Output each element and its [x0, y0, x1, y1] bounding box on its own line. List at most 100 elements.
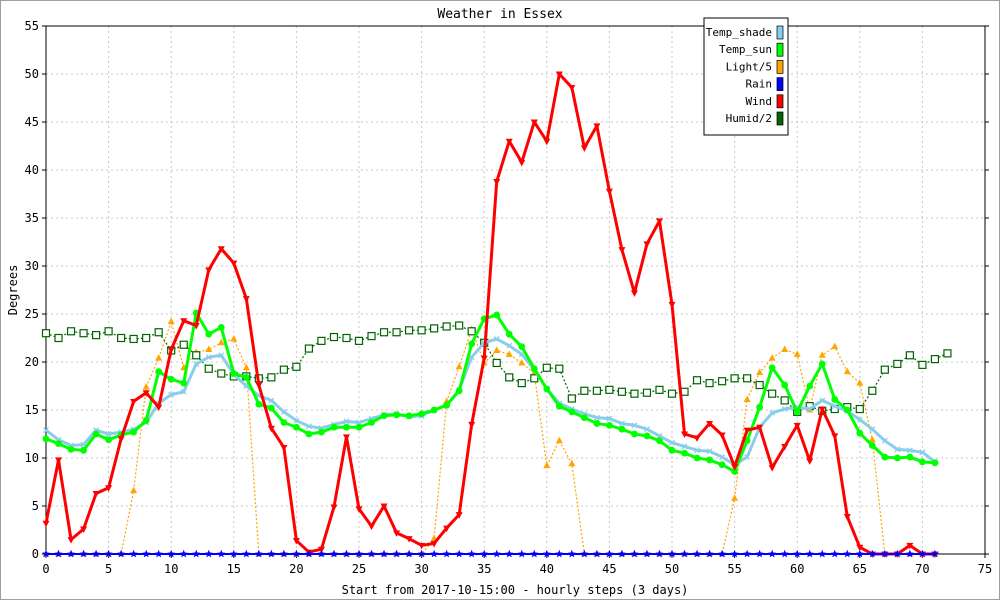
series-rain [42, 549, 939, 558]
data-point-humid-2 [104, 327, 113, 336]
data-point-humid-2 [41, 329, 51, 338]
data-point-wind [342, 434, 350, 441]
data-point-temp-sun [380, 412, 388, 420]
data-point-wind [843, 514, 851, 521]
data-point-temp-sun [155, 368, 163, 375]
data-point-temp-shade [205, 354, 212, 361]
data-point-wind [105, 485, 113, 492]
data-point-humid-2 [430, 324, 439, 333]
data-point-wind [180, 318, 188, 325]
data-point-wind [217, 246, 225, 253]
data-point-rain [229, 549, 238, 558]
data-point-rain [718, 549, 727, 558]
x-tick-label: 30 [414, 562, 428, 576]
data-point-rain [680, 549, 689, 558]
data-point-temp-sun [793, 408, 801, 416]
data-point-temp-shade [518, 351, 525, 358]
data-point-humid-2 [780, 396, 789, 405]
data-point-rain [743, 549, 752, 558]
data-point-rain [355, 549, 363, 558]
data-point-rain [142, 549, 151, 558]
data-point-rain [768, 549, 777, 558]
data-point-temp-sun [230, 370, 238, 377]
data-point-temp-shade [268, 397, 275, 404]
legend-swatch [776, 60, 784, 74]
data-point-humid-2 [129, 334, 138, 344]
data-point-rain [467, 549, 476, 558]
data-point-humid-2 [868, 386, 877, 395]
data-point-humid-2 [930, 355, 940, 364]
data-point-humid-2 [179, 340, 188, 349]
data-point-temp-shade [606, 415, 613, 422]
data-point-temp-sun [843, 406, 851, 414]
data-point-rain [417, 549, 426, 558]
data-point-rain [154, 549, 163, 558]
data-point-temp-shade [193, 360, 200, 367]
data-point-rain [780, 549, 789, 558]
data-point-humid-2 [617, 387, 627, 396]
data-point-temp-sun [493, 311, 501, 319]
data-point-temp-sun [293, 423, 300, 431]
x-tick-label: 25 [352, 562, 366, 576]
data-point-light-5 [768, 354, 776, 361]
data-point-temp-sun [180, 379, 188, 387]
data-point-rain [567, 549, 576, 558]
y-tick-label: 20 [25, 355, 39, 369]
data-point-rain [668, 549, 676, 558]
data-point-wind [618, 247, 626, 254]
data-point-temp-shade [218, 352, 225, 359]
data-point-rain [605, 549, 614, 558]
data-point-wind [505, 138, 513, 146]
data-point-temp-sun [55, 440, 62, 447]
data-point-temp-sun [831, 396, 839, 403]
data-point-temp-sun [631, 430, 638, 438]
data-point-temp-sun [318, 428, 325, 436]
legend: Temp_shade Temp_sun Light/5 Rain Wind Humid/2 [703, 17, 789, 136]
data-point-humid-2 [317, 336, 326, 345]
data-point-temp-shade [293, 417, 300, 424]
y-tick-label: 15 [25, 403, 39, 417]
data-point-wind [530, 119, 538, 126]
data-point-temp-shade [280, 408, 287, 415]
data-point-humid-2 [730, 374, 739, 383]
data-point-temp-sun [643, 432, 651, 440]
data-point-humid-2 [267, 373, 276, 382]
data-point-temp-sun [205, 330, 213, 338]
legend-label: Wind [746, 95, 773, 108]
data-point-light-5 [731, 494, 739, 501]
legend-swatch [776, 111, 784, 126]
data-point-temp-sun [242, 373, 250, 381]
data-point-rain [442, 549, 451, 558]
data-point-humid-2 [54, 333, 63, 343]
data-point-humid-2 [379, 328, 389, 337]
data-point-rain [329, 549, 338, 558]
data-point-rain [192, 549, 201, 558]
data-point-wind [280, 444, 288, 452]
data-point-humid-2 [717, 377, 727, 386]
data-point-light-5 [230, 334, 238, 342]
data-point-rain [480, 549, 489, 558]
data-point-temp-shade [43, 427, 49, 434]
data-point-humid-2 [505, 373, 514, 382]
y-tick-label: 50 [25, 67, 39, 81]
data-point-rain [405, 549, 414, 558]
data-point-rain [517, 549, 526, 558]
data-point-rain [693, 549, 702, 558]
data-point-temp-sun [681, 449, 688, 457]
series-group [41, 71, 952, 558]
data-point-wind [167, 347, 175, 354]
data-point-wind [518, 159, 526, 167]
data-point-humid-2 [404, 326, 414, 335]
data-point-temp-sun [606, 421, 613, 429]
data-point-temp-shade [869, 426, 876, 433]
data-point-rain [818, 549, 827, 558]
data-point-rain [630, 549, 639, 558]
data-point-rain [167, 549, 176, 558]
data-point-temp-shade [644, 426, 650, 433]
data-point-humid-2 [204, 364, 213, 373]
data-point-humid-2 [755, 380, 764, 390]
x-tick-label: 20 [289, 562, 303, 576]
data-point-humid-2 [354, 336, 364, 345]
data-point-temp-sun [668, 446, 676, 454]
